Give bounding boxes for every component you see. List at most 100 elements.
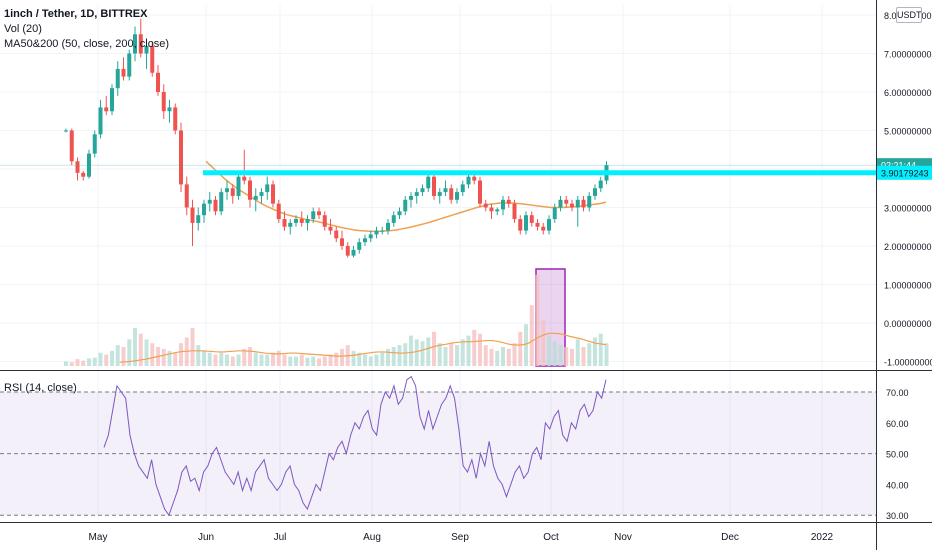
time-tick-label: Sep	[451, 532, 469, 543]
candle-body	[64, 130, 68, 132]
volume-bar	[397, 345, 402, 366]
volume-bar	[512, 343, 517, 366]
resistance-level-line[interactable]	[0, 164, 876, 176]
volume-bar	[202, 350, 206, 366]
candle-body	[437, 192, 442, 196]
price-tick-label: 0.00000000	[884, 319, 932, 329]
level-label: 3.90179243	[881, 168, 929, 178]
candle-body	[328, 226, 333, 231]
candle-body	[213, 199, 218, 212]
price-tick-label: 1.00000000	[884, 281, 932, 291]
volume-bar	[253, 352, 258, 366]
symbol-title[interactable]: 1inch / Tether, 1D, BITTREX	[4, 8, 148, 20]
rsi-legend[interactable]: RSI (14, close)	[4, 382, 77, 394]
candle-body	[156, 72, 160, 92]
candle-body	[368, 234, 373, 239]
candle-body	[179, 130, 183, 185]
volume-bar	[213, 354, 218, 366]
volume-bar	[478, 333, 482, 366]
candle-body	[253, 195, 258, 200]
volume-bar	[455, 345, 459, 366]
volume-bar	[334, 352, 339, 366]
candle-body	[558, 199, 563, 208]
candle-body	[75, 161, 80, 173]
volume-bar	[575, 339, 580, 366]
candle-body	[552, 207, 557, 220]
volume-bar	[374, 354, 379, 366]
candle-body	[305, 219, 310, 223]
volume-bar	[391, 347, 396, 366]
rsi-tick-label: 40.00	[886, 480, 909, 490]
ma50-path	[205, 160, 607, 233]
candle-body	[271, 184, 275, 204]
volume-bar	[466, 335, 471, 366]
volume-bar	[236, 354, 241, 366]
candle-body	[81, 172, 86, 177]
volume-bar	[472, 329, 477, 366]
candle-body	[397, 211, 402, 216]
candle-body	[460, 184, 465, 193]
time-tick-label: Jun	[198, 532, 214, 543]
candle-body	[426, 176, 431, 189]
rsi-tick-label: 70.00	[886, 388, 909, 398]
volume-bar	[357, 352, 362, 366]
candle-body	[581, 199, 586, 208]
volume-bar	[506, 348, 511, 366]
candle-body	[466, 176, 471, 185]
ma50-line	[205, 160, 607, 233]
volume-bar	[552, 341, 557, 366]
volume-bar	[225, 354, 229, 366]
volume-bar	[587, 343, 592, 366]
volume-bar	[604, 343, 609, 366]
price-tick-label: 6.00000000	[884, 88, 932, 98]
volume-legend[interactable]: Vol (20)	[4, 23, 42, 35]
ma-legend[interactable]: MA50&200 (50, close, 200, close)	[4, 38, 170, 50]
volume-bar	[288, 356, 293, 366]
volume-bar	[368, 356, 373, 366]
candle-body	[196, 215, 201, 223]
volume-bar	[311, 356, 316, 366]
volume-bar	[403, 343, 408, 366]
volume-bar	[322, 356, 327, 366]
volume-bar	[409, 335, 413, 366]
candle-body	[564, 199, 569, 204]
candle-body	[150, 45, 155, 73]
volume-bar	[593, 337, 597, 366]
volume-bars	[64, 274, 609, 366]
candle-body	[489, 207, 494, 212]
candle-body	[69, 130, 74, 162]
candle-body	[495, 209, 500, 212]
volume-bar	[127, 339, 132, 366]
candle-body	[512, 203, 517, 220]
candle-body	[380, 230, 385, 232]
time-tick-label: Nov	[614, 532, 632, 543]
candle-body	[127, 53, 132, 77]
volume-bar	[529, 305, 534, 366]
currency-badge[interactable]: USDT	[896, 7, 922, 23]
volume-bar	[501, 347, 505, 366]
volume-bar	[150, 343, 155, 366]
candle-body	[472, 176, 477, 181]
candle-body	[357, 242, 362, 250]
volume-bar	[437, 343, 442, 366]
time-tick-label: Dec	[721, 532, 739, 543]
candle-body	[311, 211, 316, 220]
candle-body	[202, 203, 206, 216]
candle-body	[501, 199, 505, 210]
volume-bar	[541, 320, 546, 366]
candle-body	[161, 92, 166, 112]
rsi-tick-label: 60.00	[886, 419, 909, 429]
price-tick-label: 3.00000000	[884, 204, 932, 214]
time-tick-label: Jul	[274, 532, 287, 543]
volume-bar	[138, 333, 143, 366]
volume-bar	[271, 352, 275, 366]
candle-body	[92, 134, 97, 154]
candle-body	[248, 180, 252, 200]
volume-bar	[167, 350, 172, 366]
candle-body	[334, 230, 339, 239]
volume-bar	[305, 357, 310, 366]
candle-body	[420, 188, 425, 193]
volume-bar	[547, 335, 551, 366]
candle-body	[535, 222, 540, 227]
